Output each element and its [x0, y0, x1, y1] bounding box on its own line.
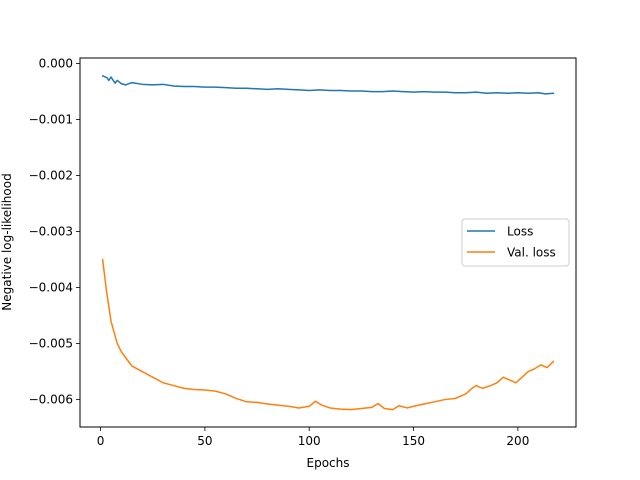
- x-tick-label: 200: [506, 434, 529, 448]
- legend-label-1: Loss: [507, 225, 533, 239]
- series-layer: [101, 74, 555, 411]
- x-axis-label: Epochs: [307, 456, 350, 470]
- y-tick-label: −0.006: [29, 393, 73, 407]
- y-axis-ticks: 0.000 −0.001 −0.002 −0.003 −0.004 −0.005 −0.00…: [29, 57, 80, 407]
- legend: Loss Val. loss: [461, 218, 570, 267]
- series-line-1: [101, 74, 555, 95]
- series-line-2: [101, 258, 555, 411]
- y-tick-label: 0.000: [39, 57, 73, 71]
- y-tick-label: −0.003: [29, 225, 73, 239]
- plot-frame: [79, 57, 577, 428]
- legend-label-2: Val. loss: [507, 246, 556, 260]
- x-axis-ticks: 0 50 100 150 200: [97, 427, 529, 448]
- x-tick-label: 50: [197, 434, 212, 448]
- x-tick-label: 0: [97, 434, 105, 448]
- y-tick-label: −0.001: [29, 113, 73, 127]
- y-tick-label: −0.002: [29, 169, 73, 183]
- x-tick-label: 100: [298, 434, 321, 448]
- x-tick-label: 150: [402, 434, 425, 448]
- y-axis-label: Negative log-likelihood: [0, 173, 14, 310]
- legend-items: Loss Val. loss: [467, 225, 556, 260]
- y-tick-label: −0.005: [29, 337, 73, 351]
- y-tick-label: −0.004: [29, 281, 73, 295]
